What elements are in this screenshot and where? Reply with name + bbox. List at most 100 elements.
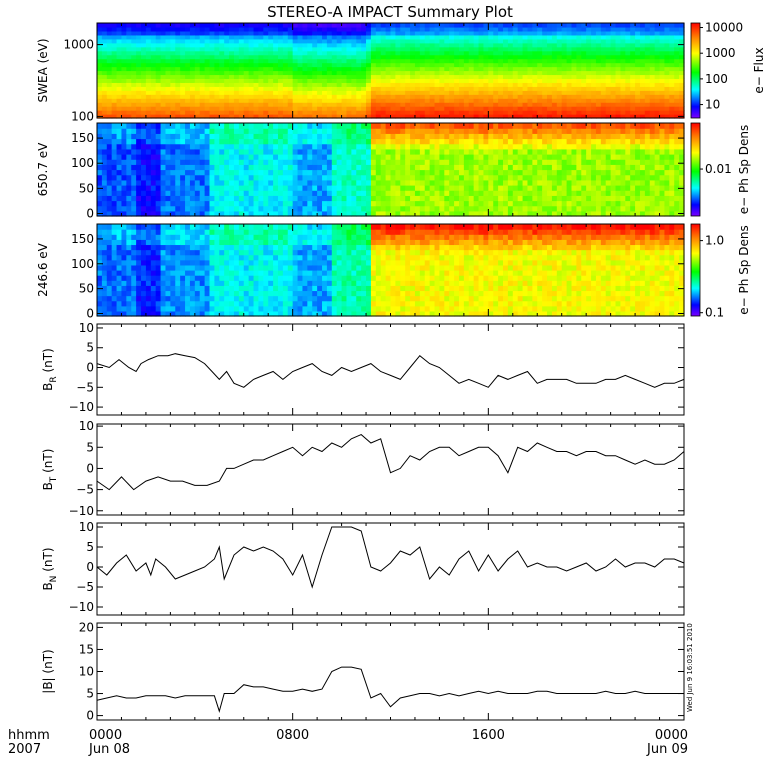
heat-cell: [429, 54, 436, 60]
heat-cell: [512, 34, 519, 40]
heat-cell: [463, 106, 470, 111]
heat-cell: [503, 210, 509, 217]
heat-cell: [248, 114, 255, 119]
heat-cell: [145, 200, 152, 207]
heat-cell: [248, 66, 255, 72]
heat-cell: [556, 38, 563, 44]
heat-cell: [385, 102, 392, 107]
heat-cell: [498, 190, 504, 196]
heat-cell: [341, 58, 348, 64]
heat-cell: [165, 26, 171, 32]
heat-cell: [97, 50, 103, 56]
heat-cell: [610, 210, 617, 217]
heat-cell: [419, 159, 426, 165]
heat-cell: [273, 74, 279, 80]
heat-cell: [561, 123, 568, 129]
heat-cell: [561, 164, 568, 171]
heat-cell: [517, 128, 524, 134]
heat-cell: [571, 26, 577, 32]
heat-cell: [639, 154, 646, 160]
heat-cell: [326, 200, 333, 207]
heat-cell: [615, 46, 622, 52]
heat-cell: [674, 30, 680, 36]
heat-cell: [615, 106, 622, 111]
heat-cell: [243, 42, 250, 48]
heat-cell: [233, 128, 240, 134]
heat-cell: [194, 205, 201, 212]
heat-cell: [375, 190, 382, 196]
heat-cell: [175, 94, 181, 99]
heat-cell: [400, 174, 406, 181]
heat-cell: [175, 174, 181, 181]
heat-cell: [199, 179, 206, 186]
heat-cell: [273, 133, 279, 140]
heat-cell: [405, 74, 411, 80]
heat-cell: [595, 133, 602, 140]
heat-cell: [551, 179, 558, 186]
heat-cell: [610, 110, 617, 115]
heat-cell: [126, 42, 132, 48]
heat-cell: [405, 62, 411, 68]
heat-cell: [547, 90, 553, 95]
heat-cell: [522, 133, 529, 140]
heat-cell: [591, 179, 597, 186]
heat-cell: [189, 114, 196, 119]
heat-cell: [615, 38, 622, 44]
heat-cell: [302, 23, 308, 28]
heat-cell: [405, 38, 411, 44]
heat-cell: [111, 179, 118, 186]
heat-cell: [547, 148, 553, 155]
heat-cell: [561, 78, 568, 83]
heat-cell: [258, 42, 264, 48]
heat-cell: [586, 50, 592, 56]
heat-cell: [292, 190, 299, 196]
heat-cell: [243, 38, 250, 44]
heat-cell: [405, 82, 411, 87]
heat-cell: [194, 174, 201, 181]
heat-cell: [165, 90, 171, 95]
heat-cell: [600, 164, 607, 171]
heat-cell: [498, 174, 504, 181]
heat-cell: [101, 74, 108, 80]
heat-cell: [400, 90, 406, 95]
heat-cell: [483, 34, 489, 40]
heat-cell: [121, 62, 127, 68]
heat-cell: [356, 46, 362, 52]
heat-cell: [483, 102, 489, 107]
heat-cell: [233, 106, 240, 111]
heat-cell: [317, 102, 323, 107]
heat-cell: [444, 138, 450, 145]
heat-cell: [238, 82, 245, 87]
heat-cell: [537, 200, 543, 207]
heat-cell: [507, 66, 514, 72]
heat-cell: [121, 190, 127, 196]
heat-cell: [527, 82, 533, 87]
heat-cell: [542, 34, 548, 40]
heat-cell: [194, 148, 201, 155]
heat-cell: [542, 190, 548, 196]
heat-cell: [483, 195, 489, 202]
heat-cell: [600, 106, 607, 111]
heat-cell: [620, 128, 626, 134]
heat-cell: [214, 128, 220, 134]
heat-cell: [649, 30, 656, 36]
heat-cell: [630, 174, 636, 181]
heat-cell: [322, 74, 328, 80]
heat-cell: [620, 54, 626, 60]
heat-cell: [356, 90, 362, 95]
heat-cell: [141, 159, 147, 165]
heat-cell: [630, 54, 636, 60]
heat-cell: [263, 190, 269, 196]
heat-cell: [542, 210, 548, 217]
heat-cell: [507, 30, 514, 36]
heat-cell: [473, 34, 480, 40]
heat-cell: [635, 114, 641, 119]
heat-cell: [170, 86, 176, 91]
heat-cell: [145, 190, 152, 196]
heat-cell: [155, 78, 162, 83]
heat-cell: [503, 54, 509, 60]
heat-cell: [116, 54, 123, 60]
heat-cell: [576, 94, 582, 99]
heat-cell: [542, 185, 548, 191]
heat-cell: [473, 46, 480, 52]
